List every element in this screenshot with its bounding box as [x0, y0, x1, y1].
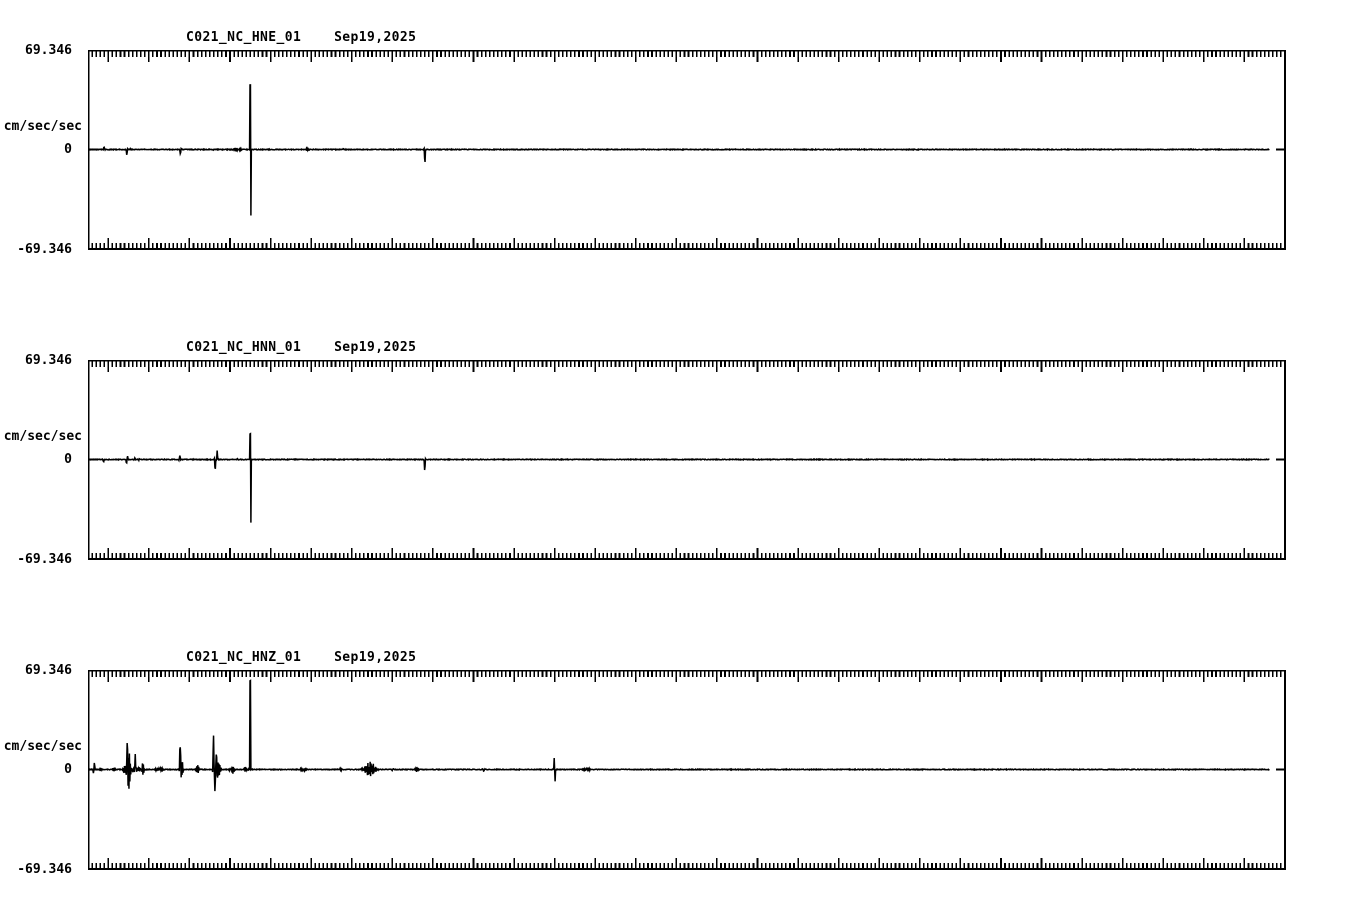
waveform-trace [88, 84, 1270, 216]
seismogram-panel-hnz: C021_NC_HNZ_01 Sep19,2025 69.346 cm/sec/… [0, 620, 1358, 920]
y-axis-unit-label: cm/sec/sec [3, 739, 82, 754]
plot-frame [88, 360, 1286, 560]
panel-title: C021_NC_HNZ_01 Sep19,2025 [186, 650, 417, 665]
waveform-trace [88, 679, 1270, 792]
y-axis-max-label: 69.346 [25, 43, 72, 58]
y-axis-max-label: 69.346 [25, 663, 72, 678]
y-axis-max-label: 69.346 [25, 353, 72, 368]
y-axis-min-label: -69.346 [17, 242, 72, 257]
panel-title: C021_NC_HNE_01 Sep19,2025 [186, 30, 417, 45]
plot-frame [88, 50, 1286, 250]
y-axis-zero-label: 0 [64, 762, 72, 777]
seismogram-panel-hne: C021_NC_HNE_01 Sep19,2025 69.346 cm/sec/… [0, 0, 1358, 300]
seismogram-panel-hnn: C021_NC_HNN_01 Sep19,2025 69.346 cm/sec/… [0, 310, 1358, 610]
y-axis-min-label: -69.346 [17, 552, 72, 567]
y-axis-zero-label: 0 [64, 142, 72, 157]
waveform-trace [88, 432, 1270, 523]
y-axis-min-label: -69.346 [17, 862, 72, 877]
y-axis-unit-label: cm/sec/sec [3, 119, 82, 134]
panel-title: C021_NC_HNN_01 Sep19,2025 [186, 340, 417, 355]
y-axis-unit-label: cm/sec/sec [3, 429, 82, 444]
y-axis-zero-label: 0 [64, 452, 72, 467]
plot-frame [88, 670, 1286, 870]
